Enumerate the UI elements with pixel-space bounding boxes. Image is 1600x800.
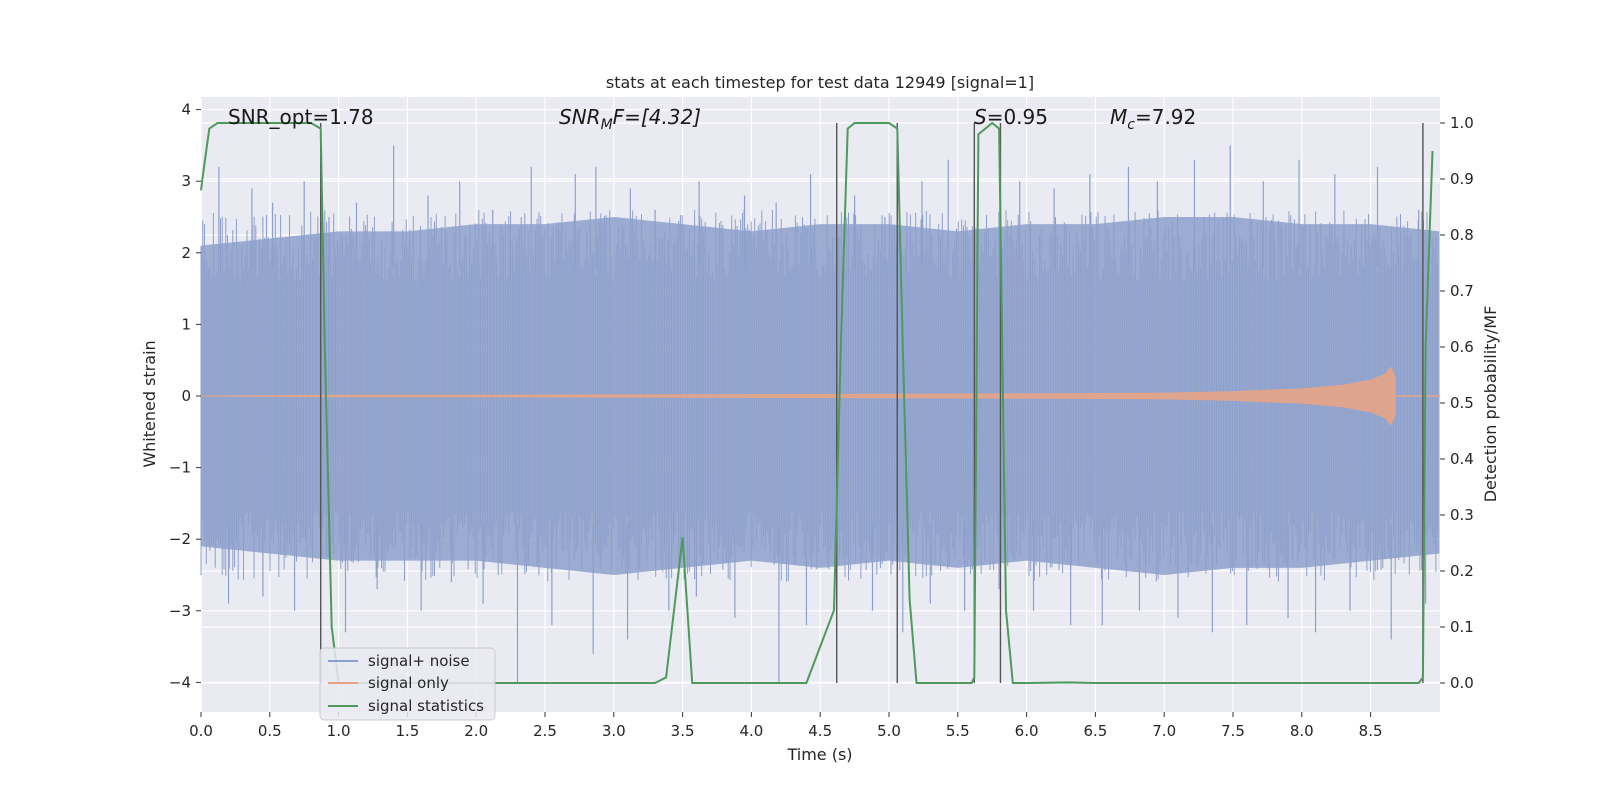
- x-tick-label: 7.5: [1221, 722, 1245, 740]
- y2-tick-label: 0.9: [1450, 170, 1474, 188]
- x-tick-label: 8.0: [1290, 722, 1314, 740]
- annotation-mc-sub: c: [1127, 117, 1135, 133]
- x-tick-label: 4.5: [808, 722, 832, 740]
- annotation-snr-mf-sub: M: [601, 117, 613, 133]
- y2-tick-label: 0.1: [1450, 618, 1474, 636]
- y2-tick-label: 0.2: [1450, 562, 1474, 580]
- y-tick-label: 4: [181, 101, 191, 119]
- y2-tick-label: 0.5: [1450, 394, 1474, 412]
- signal-statistics-line: [200, 121, 1434, 684]
- y-tick-label: −4: [169, 673, 191, 691]
- annotation-snr-mf-rest: F=[4.32]: [613, 105, 701, 129]
- x-tick-label: 8.5: [1359, 722, 1383, 740]
- y2-tick-label: 0.3: [1450, 506, 1474, 524]
- y-tick-label: −3: [169, 602, 191, 620]
- annotation-s: S=0.95: [974, 105, 1048, 129]
- annotation-mc: Mc=7.92: [1110, 105, 1196, 133]
- y2-axis-label: Detection probability/MF: [1481, 306, 1500, 503]
- x-tick-label: 7.0: [1152, 722, 1176, 740]
- y-tick-label: 1: [181, 315, 191, 333]
- y2-tick-label: 0.4: [1450, 450, 1474, 468]
- x-tick-label: 5.0: [877, 722, 901, 740]
- x-tick-label: 2.5: [533, 722, 557, 740]
- series-signal-statistics: [200, 121, 1434, 684]
- annotation-s-rest: =0.95: [987, 105, 1048, 129]
- y-tick-label: 0: [181, 387, 191, 405]
- y-tick-label: −1: [169, 459, 191, 477]
- annotation-s-main: S: [974, 105, 987, 129]
- legend-box: [319, 647, 496, 721]
- legend-label-signal-noise: signal+ noise: [368, 652, 470, 670]
- legend-label-signal-only: signal only: [368, 674, 449, 692]
- y-tick-label: 3: [181, 172, 191, 190]
- annotation-mc-rest: =7.92: [1135, 105, 1196, 129]
- axis-ticks: 0.0 0.5 1.0 1.5 2.0 2.5 3.0 3.5 4.0 4.5 5.0 5.5 6.0 6…: [169, 101, 1474, 740]
- x-tick-label: 0.5: [258, 722, 282, 740]
- x-tick-label: 5.5: [946, 722, 970, 740]
- annotation-mc-main: M: [1110, 105, 1127, 129]
- chart-title: stats at each timestep for test data 129…: [606, 73, 1034, 92]
- legend: signal+ noise signal only signal statist…: [319, 647, 496, 721]
- annotation-snr-opt: SNR_opt=1.78: [228, 105, 374, 129]
- y2-tick-label: 1.0: [1450, 114, 1474, 132]
- x-axis-label: Time (s): [786, 745, 852, 764]
- y-tick-label: −2: [169, 530, 191, 548]
- x-tick-label: 1.0: [327, 722, 351, 740]
- y2-tick-label: 0.0: [1450, 674, 1474, 692]
- x-tick-label: 0.0: [189, 722, 213, 740]
- x-tick-label: 3.5: [671, 722, 695, 740]
- legend-label-signal-statistics: signal statistics: [368, 697, 484, 715]
- x-tick-label: 1.5: [395, 722, 419, 740]
- x-tick-label: 6.5: [1083, 722, 1107, 740]
- y-axis-label: Whitened strain: [140, 340, 159, 467]
- annotation-snr-mf: SNRMF=[4.32]: [559, 105, 701, 133]
- y-tick-label: 2: [181, 244, 191, 262]
- annotation-snr-mf-main: SNR: [559, 105, 601, 129]
- series-signal-only: [200, 366, 1440, 426]
- x-tick-label: 4.0: [739, 722, 763, 740]
- x-tick-label: 2.0: [464, 722, 488, 740]
- y2-tick-label: 0.8: [1450, 226, 1474, 244]
- y2-tick-label: 0.7: [1450, 282, 1474, 300]
- x-tick-label: 3.0: [602, 722, 626, 740]
- x-tick-label: 6.0: [1015, 722, 1039, 740]
- y2-tick-label: 0.6: [1450, 338, 1474, 356]
